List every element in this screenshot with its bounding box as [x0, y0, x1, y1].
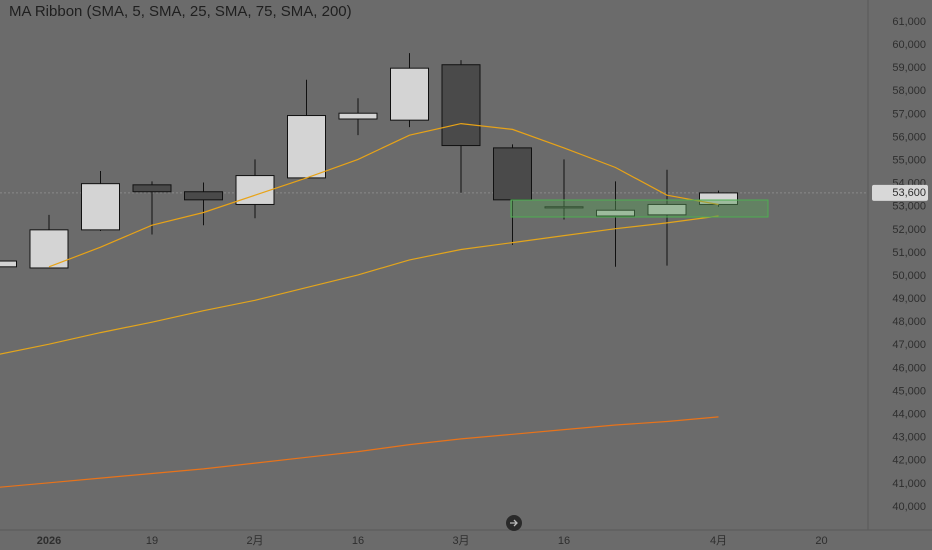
ma-line — [0, 215, 719, 355]
y-tick-label: 45,000 — [892, 385, 926, 397]
ma-line — [48, 122, 719, 268]
y-tick-label: 50,000 — [892, 270, 926, 282]
y-tick-label: 52,000 — [892, 224, 926, 236]
scroll-button[interactable] — [506, 515, 522, 531]
y-tick-label: 44,000 — [892, 409, 926, 421]
y-tick-label: 55,000 — [892, 154, 926, 166]
y-tick-label: 42,000 — [892, 455, 926, 467]
x-tick-label: 4月 — [710, 535, 727, 547]
y-tick-label: 51,000 — [892, 247, 926, 259]
y-tick-label: 46,000 — [892, 362, 926, 374]
candle-body — [287, 115, 326, 179]
y-tick-label: 58,000 — [892, 85, 926, 97]
y-tick-label: 60,000 — [892, 39, 926, 51]
y-tick-label: 59,000 — [892, 62, 926, 74]
y-tick-label: 57,000 — [892, 108, 926, 120]
chart-title: MA Ribbon (SMA, 5, SMA, 25, SMA, 75, SMA… — [9, 3, 352, 20]
y-tick-label: 43,000 — [892, 432, 926, 444]
x-tick-label: 16 — [558, 535, 570, 547]
candle-body — [441, 64, 481, 147]
candle-body — [596, 209, 635, 217]
y-tick-label: 40,000 — [892, 501, 926, 513]
y-tick-label: 53,000 — [892, 201, 926, 213]
candle-body — [647, 203, 687, 216]
last-price-label: 53,600 — [892, 187, 926, 199]
last-price-tag — [872, 184, 928, 201]
candle-body — [184, 191, 223, 201]
y-tick-label: 61,000 — [892, 16, 926, 28]
candle-body — [390, 67, 429, 121]
candle-body — [132, 184, 172, 193]
x-tick-label: 2月 — [246, 535, 263, 547]
y-tick-label: 41,000 — [892, 478, 926, 490]
x-tick-label: 2026 — [37, 535, 61, 547]
x-tick-label: 20 — [815, 535, 827, 547]
y-tick-label: 47,000 — [892, 339, 926, 351]
candle-body — [0, 260, 17, 268]
candle-body — [493, 147, 532, 201]
candle-body — [338, 112, 378, 120]
candle-body — [544, 206, 584, 209]
x-tick-label: 3月 — [452, 535, 469, 547]
ma-line — [0, 416, 719, 488]
y-tick-label: 49,000 — [892, 293, 926, 305]
y-tick-label: 56,000 — [892, 131, 926, 143]
plot-area — [0, 53, 868, 488]
highlight-zone[interactable] — [510, 199, 769, 218]
x-tick-label: 16 — [352, 535, 364, 547]
scroll-button-icon — [510, 519, 518, 527]
x-tick-label: 19 — [146, 535, 158, 547]
candle-body — [81, 183, 120, 231]
y-tick-label: 48,000 — [892, 316, 926, 328]
